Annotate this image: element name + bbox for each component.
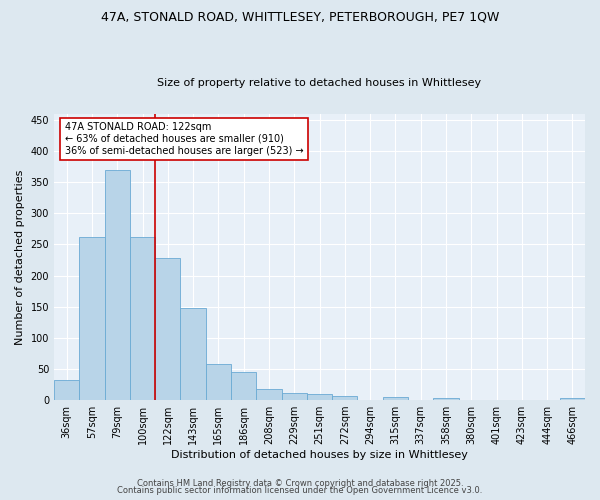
Bar bbox=[307, 394, 332, 400]
Bar bbox=[206, 364, 231, 400]
Text: 47A, STONALD ROAD, WHITTLESEY, PETERBOROUGH, PE7 1QW: 47A, STONALD ROAD, WHITTLESEY, PETERBORO… bbox=[101, 10, 499, 23]
Bar bbox=[256, 389, 281, 400]
Bar bbox=[130, 237, 155, 400]
Text: Contains HM Land Registry data © Crown copyright and database right 2025.: Contains HM Land Registry data © Crown c… bbox=[137, 478, 463, 488]
Bar bbox=[231, 372, 256, 400]
Bar bbox=[383, 397, 408, 400]
Text: Contains public sector information licensed under the Open Government Licence v3: Contains public sector information licen… bbox=[118, 486, 482, 495]
Bar bbox=[181, 308, 206, 400]
Bar bbox=[104, 170, 130, 400]
Bar bbox=[155, 258, 181, 400]
Bar bbox=[332, 396, 358, 400]
Bar bbox=[54, 380, 79, 400]
Bar bbox=[79, 237, 104, 400]
Bar bbox=[281, 393, 307, 400]
Y-axis label: Number of detached properties: Number of detached properties bbox=[15, 169, 25, 344]
X-axis label: Distribution of detached houses by size in Whittlesey: Distribution of detached houses by size … bbox=[171, 450, 468, 460]
Bar bbox=[433, 398, 458, 400]
Text: 47A STONALD ROAD: 122sqm
← 63% of detached houses are smaller (910)
36% of semi-: 47A STONALD ROAD: 122sqm ← 63% of detach… bbox=[65, 122, 303, 156]
Title: Size of property relative to detached houses in Whittlesey: Size of property relative to detached ho… bbox=[157, 78, 482, 88]
Bar bbox=[560, 398, 585, 400]
